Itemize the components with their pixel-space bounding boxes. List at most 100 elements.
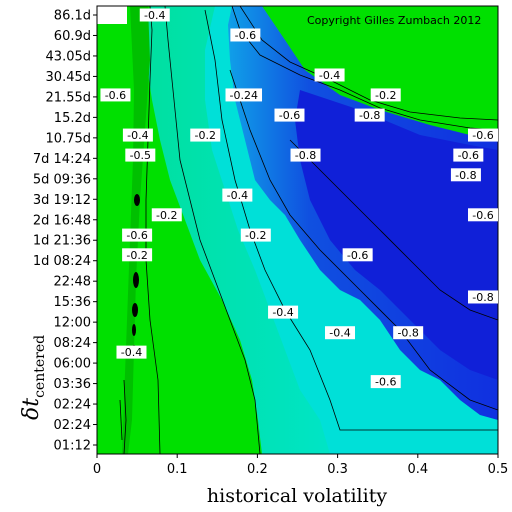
- y-tick-label: 02:24: [54, 398, 91, 413]
- svg-text:-0.6: -0.6: [126, 229, 147, 242]
- svg-text:-0.2: -0.2: [195, 129, 216, 142]
- svg-text:-0.4: -0.4: [127, 129, 148, 142]
- svg-text:-0.4: -0.4: [121, 346, 142, 359]
- y-tick-label: 60.9d: [54, 29, 91, 44]
- contour-label: -0.4: [222, 188, 253, 202]
- svg-text:-0.6: -0.6: [472, 129, 493, 142]
- y-tick-label: 15.2d: [54, 111, 91, 126]
- contour-label: -0.6: [100, 88, 131, 102]
- contour-line: [164, 6, 261, 454]
- svg-text:-0.6: -0.6: [279, 109, 300, 122]
- contour-line: [239, 6, 498, 121]
- contour-line: [123, 379, 127, 454]
- x-axis-label: historical volatility: [207, 485, 387, 507]
- contour-label: -0.2: [122, 248, 153, 262]
- contour-label: -0.6: [122, 228, 153, 242]
- contour-label: -0.8: [468, 290, 498, 304]
- svg-text:-0.2: -0.2: [375, 89, 396, 102]
- contour-label: -0.5: [125, 148, 156, 162]
- svg-text:-0.4: -0.4: [227, 189, 248, 202]
- svg-text:-0.5: -0.5: [130, 149, 151, 162]
- contour-label: -0.6: [468, 128, 498, 142]
- contour-label: -0.2: [151, 208, 182, 222]
- contour-label: -0.6: [274, 108, 305, 122]
- svg-text:-0.6: -0.6: [105, 89, 126, 102]
- x-tick-label: 0.3: [327, 462, 348, 477]
- svg-text:-0.8: -0.8: [295, 149, 316, 162]
- svg-text:δtcentered: δtcentered: [19, 335, 48, 420]
- contour-line: [204, 9, 498, 431]
- contour-label: -0.6: [453, 148, 484, 162]
- y-tick-label: 01:12: [54, 439, 91, 454]
- svg-text:-0.4: -0.4: [272, 306, 293, 319]
- contour-line: [289, 139, 498, 321]
- contour-label: -0.4: [314, 68, 345, 82]
- contour-label: -0.2: [370, 88, 401, 102]
- blank-corner: [97, 6, 127, 24]
- contour-label: -0.8: [393, 326, 424, 340]
- contour-line: [145, 6, 161, 454]
- x-tick-label: 0: [93, 462, 101, 477]
- svg-text:-0.6: -0.6: [347, 249, 368, 262]
- y-tick-label: 5d 09:36: [33, 172, 91, 187]
- svg-text:-0.4: -0.4: [329, 327, 350, 340]
- y-tick-label: 1d 08:24: [33, 254, 91, 269]
- contour-line: [229, 69, 498, 411]
- svg-text:-0.4: -0.4: [319, 69, 340, 82]
- y-tick-label: 12:00: [54, 316, 91, 331]
- y-tick-label: 3d 19:12: [33, 193, 91, 208]
- x-tick-label: 0.5: [488, 462, 509, 477]
- y-tick-label: 03:36: [54, 377, 91, 392]
- contour-label: -0.4: [116, 345, 147, 359]
- svg-text:-0.6: -0.6: [375, 376, 396, 389]
- y-tick-label: 21.55d: [46, 90, 91, 105]
- copyright-credit: Copyright Gilles Zumbach 2012: [307, 14, 481, 27]
- contour-blob: [134, 194, 140, 206]
- contour-label: -0.6: [342, 248, 373, 262]
- svg-text:-0.2: -0.2: [245, 229, 266, 242]
- y-tick-label: 15:36: [54, 295, 91, 310]
- y-tick-label: 43.05d: [46, 49, 91, 64]
- plot-frame: [96, 5, 499, 455]
- region-deepest: [295, 90, 498, 380]
- svg-text:-0.24: -0.24: [230, 89, 258, 102]
- contour-label: -0.6: [370, 375, 401, 389]
- svg-text:-0.2: -0.2: [126, 249, 147, 262]
- contour-label: -0.4: [268, 305, 299, 319]
- y-tick-label: 30.45d: [46, 70, 91, 85]
- y-tick-label: 22:48: [54, 275, 91, 290]
- y-tick-label: 10.75d: [46, 131, 91, 146]
- x-tick-label: 0.2: [247, 462, 268, 477]
- contour-label: -0.2: [190, 128, 221, 142]
- svg-text:-0.8: -0.8: [359, 109, 380, 122]
- contour-label: -0.2: [240, 228, 271, 242]
- svg-text:-0.6: -0.6: [235, 29, 256, 42]
- y-tick-label: 2d 16:48: [33, 213, 91, 228]
- svg-text:-0.8: -0.8: [397, 327, 418, 340]
- y-axis-label-main: δt: [19, 398, 44, 420]
- contour-label: -0.8: [290, 148, 321, 162]
- y-axis-ticks: 86.1d 60.9d 43.05d 30.45d 21.55d 15.2d 10.75d 7…: [33, 9, 97, 454]
- contour-label: -0.24: [225, 88, 263, 102]
- plot-area: [97, 6, 498, 454]
- contour-label: -0.8: [450, 168, 481, 182]
- svg-text:-0.6: -0.6: [472, 209, 493, 222]
- contour-labels: -0.4 -0.6 -0.4 -0.24 -0.2 -0.6 -0.6 -0.8 -0.4 -0.…: [100, 8, 498, 389]
- x-tick-label: 0.4: [407, 462, 428, 477]
- y-tick-label: 08:24: [54, 336, 91, 351]
- contour-label: -0.4: [122, 128, 153, 142]
- y-tick-label: 06:00: [54, 357, 91, 372]
- y-tick-label: 86.1d: [54, 9, 91, 24]
- contour-label: -0.4: [325, 326, 356, 340]
- y-tick-label: 1d 21:36: [33, 234, 91, 249]
- x-axis-ticks: 0 0.1 0.2 0.3 0.4 0.5: [93, 454, 508, 477]
- contour-label: -0.6: [230, 28, 261, 42]
- y-axis-label: δtcentered: [19, 335, 48, 420]
- contour-blob: [133, 272, 139, 288]
- contour-line: [119, 399, 123, 441]
- x-tick-label: 0.1: [167, 462, 188, 477]
- contour-blob: [132, 303, 138, 317]
- svg-text:-0.6: -0.6: [458, 149, 479, 162]
- svg-text:-0.8: -0.8: [455, 169, 476, 182]
